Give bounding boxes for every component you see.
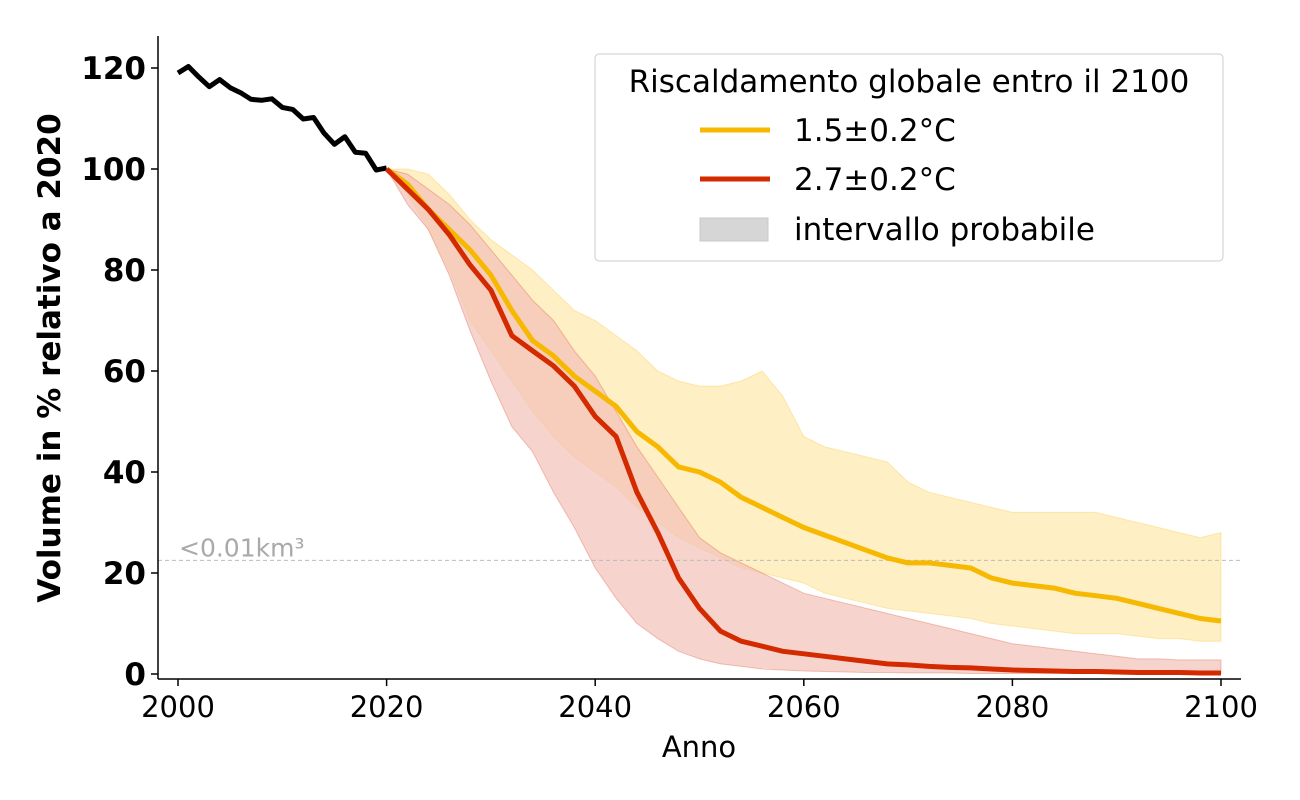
legend-title: Riscaldamento globale entro il 2100 [629, 64, 1190, 100]
y-tick-label: 20 [103, 556, 146, 592]
x-tick-label: 2040 [558, 690, 632, 724]
x-tick-label: 2000 [141, 690, 215, 724]
legend-swatch-range [699, 217, 769, 242]
legend: Riscaldamento globale entro il 2100 1.5±… [594, 53, 1224, 262]
series-lines [176, 64, 1222, 676]
historical-line [176, 64, 388, 173]
x-tick-label: 2060 [767, 690, 841, 724]
x-tick-label: 2100 [1184, 690, 1258, 724]
series-line-1-5 [385, 166, 1222, 624]
x-axis-label: Anno [662, 730, 736, 764]
y-axis-label: Volume in % relativo a 2020 [32, 113, 68, 602]
legend-label-range: intervallo probabile [794, 212, 1095, 248]
legend-frame [594, 53, 1224, 262]
y-tick-label: 80 [103, 253, 146, 289]
range-bands [385, 168, 1222, 674]
y-tick-label: 0 [124, 657, 146, 693]
legend-label-1-5: 1.5±0.2°C [794, 113, 956, 149]
y-tick-label: 40 [103, 455, 146, 491]
y-tick-label: 60 [103, 354, 146, 390]
reference-line-label: <0.01km³ [179, 533, 304, 562]
legend-label-2-7: 2.7±0.2°C [794, 162, 956, 198]
range-band-2-7 [385, 168, 1222, 674]
series-line-2-7 [384, 167, 1221, 676]
x-tick-label: 2020 [350, 690, 424, 724]
reference-line-group: <0.01km³ [158, 533, 1241, 562]
y-tick-label: 100 [81, 152, 146, 188]
x-tick-label: 2080 [975, 690, 1049, 724]
axes [157, 36, 1241, 680]
y-tick-label: 120 [81, 51, 146, 87]
